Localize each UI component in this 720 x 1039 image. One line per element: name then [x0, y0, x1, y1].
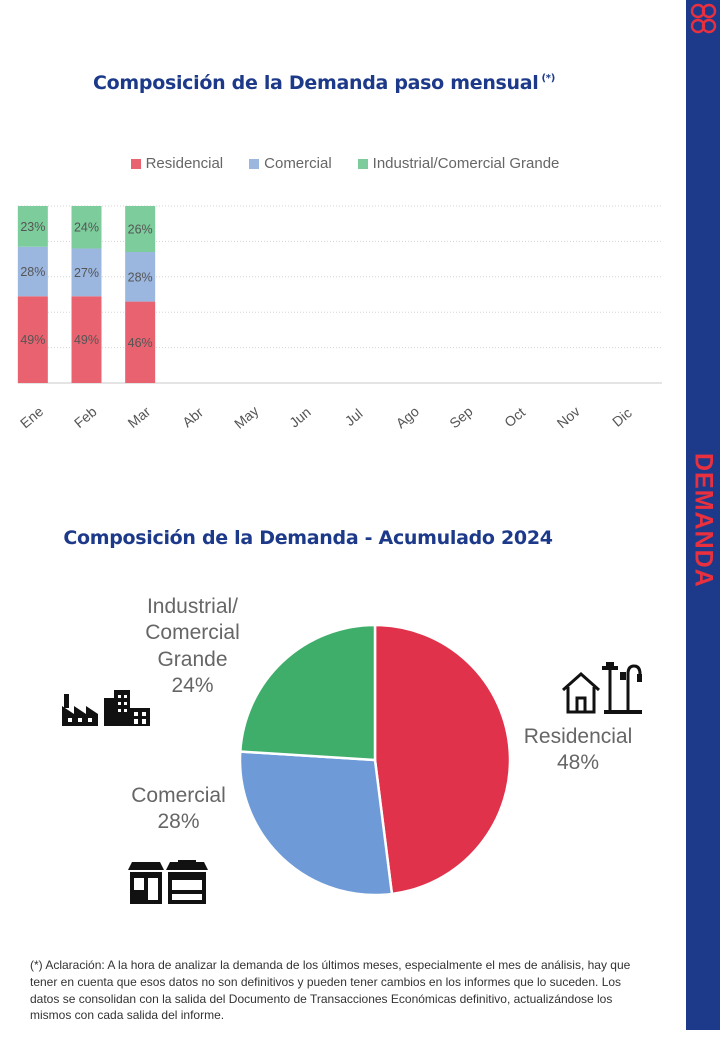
section-label: DEMANDA — [686, 430, 720, 610]
bar-label-mar: 46% — [128, 336, 153, 350]
pie-label-industrial-name: Industrial/ Comercial Grande — [145, 595, 240, 671]
bar-label-mar: 28% — [128, 270, 153, 284]
bar-label-feb: 27% — [74, 266, 99, 280]
x-tick-label: Jul — [342, 405, 366, 429]
pie-chart-title: Composición de la Demanda - Acumulado 20… — [0, 527, 616, 549]
x-tick-label: Jun — [286, 404, 314, 431]
bar-comercial-feb — [71, 248, 102, 297]
pie-slice-industrial — [238, 623, 377, 762]
pie-label-comercial: Comercial 28% — [106, 783, 251, 836]
legend-swatch-residencial — [130, 158, 141, 169]
x-tick-label: Abr — [179, 404, 206, 430]
bar-comercial-ene — [17, 246, 48, 297]
pie-label-residencial-pct: 48% — [556, 751, 600, 775]
legend-swatch-industrial — [357, 158, 368, 169]
bar-label-feb: 49% — [74, 333, 99, 347]
monthly-chart-title-note: (*) — [541, 73, 556, 84]
bar-label-feb: 24% — [74, 221, 99, 235]
legend-item-comercial: Comercial — [249, 155, 332, 172]
x-tick-label: May — [231, 403, 262, 432]
bar-label-ene: 49% — [20, 333, 45, 347]
pie-slice-residencial — [373, 623, 512, 896]
bar-comercial-mar — [125, 252, 156, 302]
legend-label-industrial: Industrial/Comercial Grande — [372, 155, 560, 172]
bar-residencial-mar — [125, 301, 156, 383]
x-tick-label: Oct — [501, 404, 528, 430]
store-icon — [128, 860, 208, 904]
sidebar-band — [686, 0, 720, 1030]
x-tick-label: Feb — [71, 403, 100, 431]
x-tick-label: Dic — [609, 405, 635, 430]
monthly-bar-chart: 49% 28% 23% Ene 49% 27% 24% Feb 46% 28% 26% Mar Abr M… — [17, 205, 662, 432]
legend-item-industrial: Industrial/Comercial Grande — [357, 155, 560, 172]
x-tick-label: Sep — [446, 403, 476, 431]
pie-chart-title-text: Composición de la Demanda - Acumulado 20… — [63, 527, 553, 549]
factory-icon — [62, 690, 150, 726]
bar-residencial-ene — [17, 296, 48, 383]
bar-residencial-feb — [71, 296, 102, 383]
footnote: (*) Aclaración: A la hora de analizar la… — [30, 958, 631, 1023]
logo-mark-icon — [690, 3, 717, 34]
bar-label-ene: 23% — [20, 220, 45, 234]
x-tick-label: Ago — [393, 403, 423, 431]
pie-slice-comercial — [238, 750, 394, 897]
pie-chart — [238, 623, 512, 897]
monthly-chart-title: Composición de la Demanda paso mensual (*… — [0, 72, 648, 94]
bar-industrial-feb — [71, 206, 102, 249]
bar-industrial-mar — [125, 206, 156, 253]
bar-label-mar: 26% — [128, 223, 153, 237]
pie-label-comercial-name: Comercial — [131, 784, 226, 807]
bar-label-ene: 28% — [20, 265, 45, 279]
chart-legend: Residencial Comercial Industrial/Comerci… — [0, 155, 690, 172]
monthly-chart-title-text: Composición de la Demanda paso mensual — [93, 72, 539, 94]
pie-label-residencial: Residencial 48% — [513, 724, 643, 777]
section-label-text: DEMANDA — [689, 452, 718, 588]
pie-label-industrial-pct: 24% — [171, 673, 214, 697]
house-streetlight-icon — [562, 662, 642, 714]
legend-item-residencial: Residencial — [130, 155, 224, 172]
legend-swatch-comercial — [249, 158, 260, 169]
bar-industrial-ene — [17, 206, 48, 247]
pie-label-industrial: Industrial/ Comercial Grande 24% — [120, 594, 265, 699]
pie-label-residencial-name: Residencial — [523, 725, 633, 748]
x-tick-label: Ene — [17, 403, 47, 431]
x-tick-label: Mar — [125, 403, 154, 431]
x-tick-label: Nov — [554, 403, 583, 431]
legend-label-comercial: Comercial — [264, 155, 332, 172]
pie-label-comercial-pct: 28% — [157, 810, 200, 834]
legend-label-residencial: Residencial — [145, 155, 224, 172]
